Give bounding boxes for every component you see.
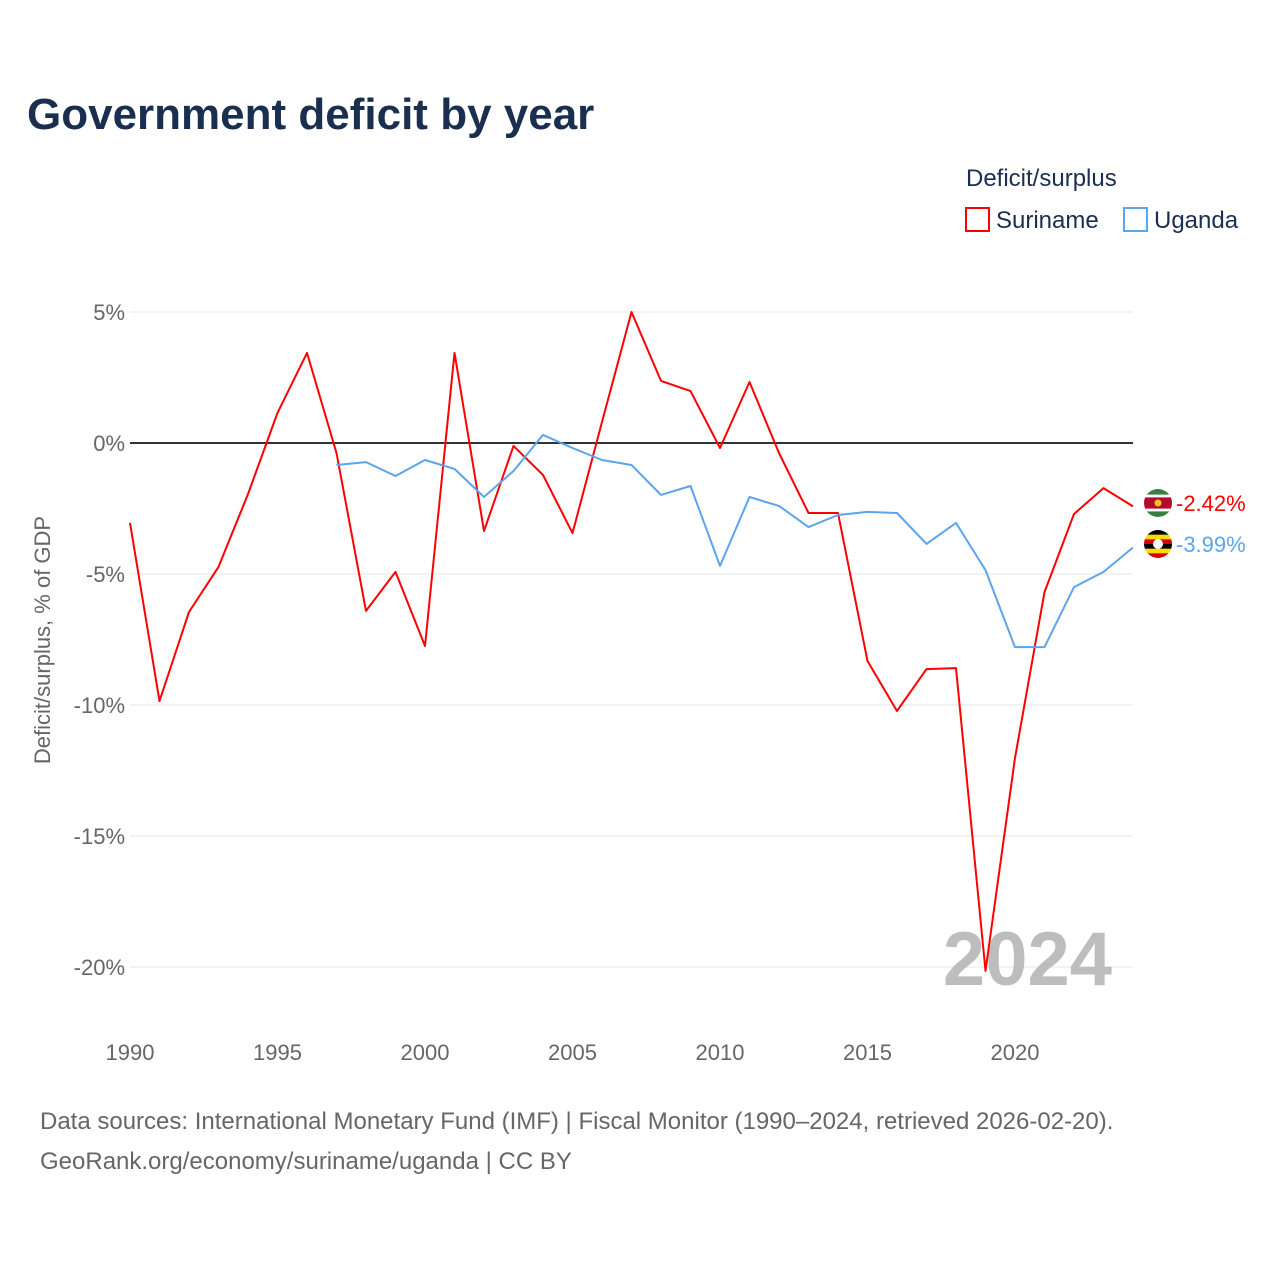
x-tick-label: 2000 <box>401 1040 450 1065</box>
x-tick-label: 2015 <box>843 1040 892 1065</box>
chart-title: Government deficit by year <box>27 90 595 139</box>
y-tick-label: 0% <box>93 431 125 456</box>
data-sources: Data sources: International Monetary Fun… <box>40 1108 1114 1135</box>
legend-title: Deficit/surplus <box>966 165 1117 192</box>
x-tick-label: 2020 <box>991 1040 1040 1065</box>
x-tick-label: 1995 <box>253 1040 302 1065</box>
x-tick-label: 2005 <box>548 1040 597 1065</box>
x-tick-label: 1990 <box>106 1040 155 1065</box>
y-tick-label: 5% <box>93 300 125 325</box>
end-value-label: -2.42% <box>1176 491 1246 516</box>
uganda-flag-icon <box>1144 530 1172 558</box>
y-tick-label: -10% <box>74 693 125 718</box>
y-tick-label: -15% <box>74 824 125 849</box>
attribution-link[interactable]: GeoRank.org/economy/suriname/uganda | CC… <box>40 1148 572 1175</box>
y-tick-label: -5% <box>86 562 125 587</box>
x-tick-label: 2010 <box>696 1040 745 1065</box>
end-value-label: -3.99% <box>1176 532 1246 557</box>
y-axis-label: Deficit/surplus, % of GDP <box>30 516 55 764</box>
legend-label: Suriname <box>996 207 1099 234</box>
legend-swatch <box>1123 207 1148 232</box>
legend-label: Uganda <box>1154 207 1239 234</box>
series-line-uganda <box>336 433 1134 649</box>
year-watermark: 2024 <box>943 917 1112 1002</box>
suriname-flag-icon <box>1144 489 1172 517</box>
y-tick-label: -20% <box>74 955 125 980</box>
legend-swatch <box>965 207 990 232</box>
series-line-suriname <box>129 311 1134 972</box>
